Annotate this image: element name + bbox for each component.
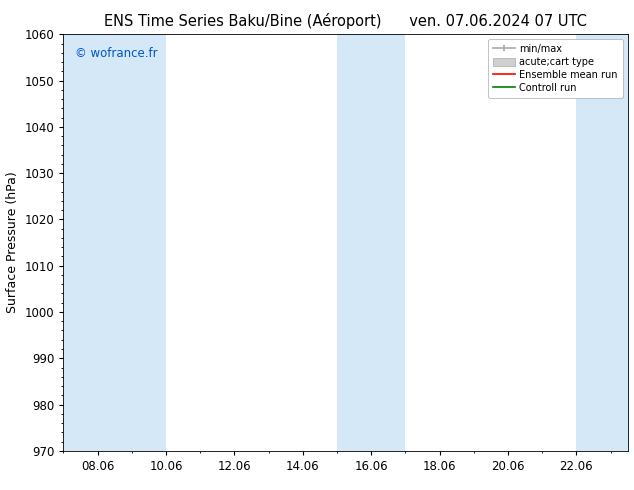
Bar (576, 34, 628, 451)
Title: ENS Time Series Baku/Bine (Aéroport)      ven. 07.06.2024 07 UTC: ENS Time Series Baku/Bine (Aéroport) ven… (104, 13, 587, 29)
Legend: min/max, acute;cart type, Ensemble mean run, Controll run: min/max, acute;cart type, Ensemble mean … (488, 39, 623, 98)
Y-axis label: Surface Pressure (hPa): Surface Pressure (hPa) (6, 172, 19, 314)
Bar (337, 34, 405, 451)
Bar (63, 34, 166, 451)
Text: © wofrance.fr: © wofrance.fr (75, 47, 157, 60)
